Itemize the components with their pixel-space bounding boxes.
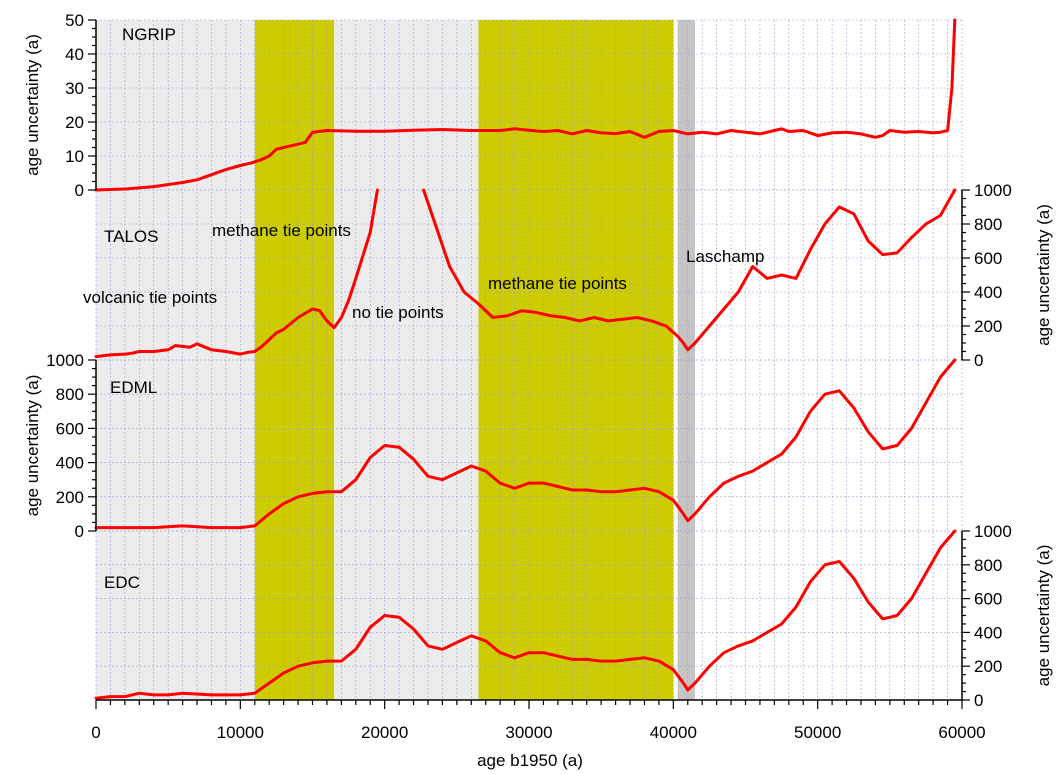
panel-label-edc: EDC (104, 573, 140, 592)
panel-label-talos: TALOS (104, 227, 158, 246)
x-tick-label: 30000 (505, 723, 552, 742)
y-tick-label: 0 (75, 181, 84, 200)
band-label-methane-1: methane tie points (212, 221, 351, 240)
panel-label-edml: EDML (110, 378, 157, 397)
panel-label-ngrip: NGRIP (122, 25, 176, 44)
y-axis-title-ngrip: age uncertainty (a) (23, 34, 42, 176)
x-tick-label: 10000 (217, 723, 264, 742)
y-tick-label: 200 (974, 657, 1002, 676)
x-tick-label: 20000 (361, 723, 408, 742)
y-tick-label: 30 (65, 79, 84, 98)
y-tick-label: 400 (974, 283, 1002, 302)
y-axis-title-edc: age uncertainty (a) (1034, 545, 1053, 687)
band-0 (96, 20, 255, 700)
series-line-talos-1 (422, 188, 957, 352)
y-tick-label: 800 (974, 215, 1002, 234)
band-2 (334, 20, 479, 700)
band-label-volcanic: volcanic tie points (83, 288, 217, 307)
y-tick-label: 0 (75, 522, 84, 541)
x-axis-title: age b1950 (a) (477, 751, 583, 770)
y-tick-label: 600 (56, 419, 84, 438)
y-tick-label: 40 (65, 45, 84, 64)
y-tick-label: 200 (974, 317, 1002, 336)
axes: 0 10000 20000 30000 40000 50000 60000010203040… (23, 11, 1053, 742)
y-tick-label: 20 (65, 113, 84, 132)
y-tick-label: 400 (56, 454, 84, 473)
y-tick-label: 600 (974, 249, 1002, 268)
y-axis-title-edml: age uncertainty (a) (23, 375, 42, 517)
y-tick-label: 1000 (46, 351, 84, 370)
series-line-ngrip (94, 18, 957, 192)
y-tick-label: 1000 (974, 522, 1012, 541)
band-label-methane-2: methane tie points (488, 274, 627, 293)
y-tick-label: 1000 (974, 181, 1012, 200)
y-tick-label: 0 (974, 691, 983, 710)
y-axis-title-talos: age uncertainty (a) (1034, 204, 1053, 346)
y-tick-label: 400 (974, 623, 1002, 642)
series-line-talos-0 (94, 188, 379, 359)
y-tick-label: 800 (974, 556, 1002, 575)
x-tick-label: 60000 (938, 723, 985, 742)
y-tick-label: 200 (56, 488, 84, 507)
y-tick-label: 50 (65, 11, 84, 30)
series-line-edml (94, 358, 957, 530)
y-tick-label: 0 (974, 351, 983, 370)
y-tick-label: 600 (974, 590, 1002, 609)
grid-lines (95, 19, 963, 701)
x-tick-label: 0 (91, 723, 100, 742)
x-tick-label: 50000 (794, 723, 841, 742)
band-1 (254, 20, 335, 700)
y-tick-label: 10 (65, 147, 84, 166)
series-line-edc (94, 529, 957, 700)
x-tick-label: 40000 (650, 723, 697, 742)
y-tick-label: 800 (56, 385, 84, 404)
band-label-laschamp: Laschamp (686, 247, 764, 266)
band-label-no-tie: no tie points (352, 303, 444, 322)
series-lines (94, 18, 957, 700)
